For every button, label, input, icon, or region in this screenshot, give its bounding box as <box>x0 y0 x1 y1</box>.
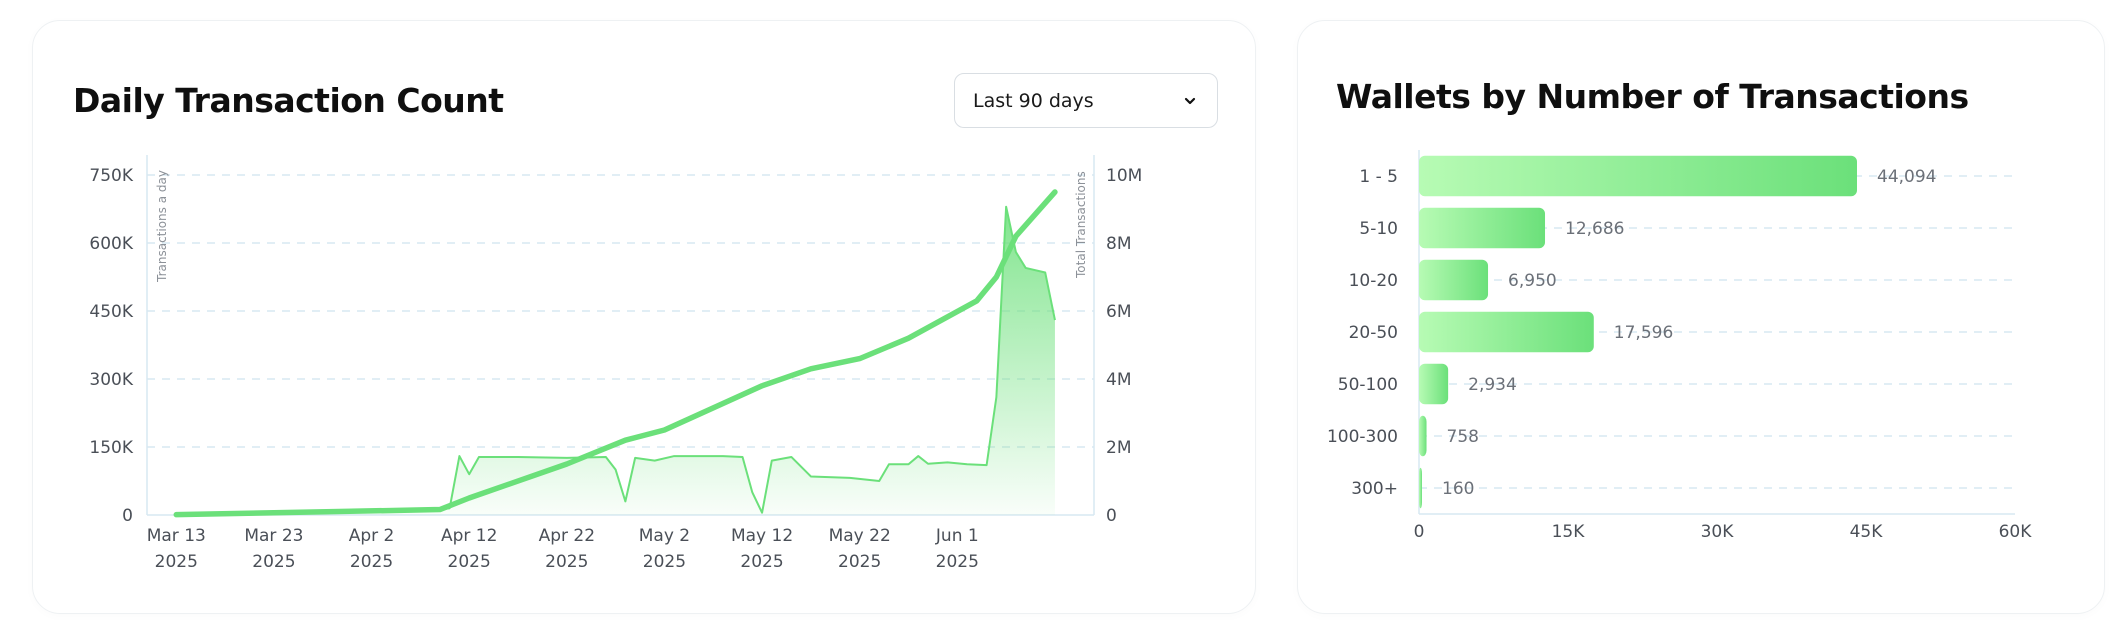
x-tick-label: 15K <box>1552 522 1586 542</box>
date-range-value: Last 90 days <box>973 89 1094 112</box>
x-tick-year: 2025 <box>936 552 979 572</box>
y-right-tick-label: 8M <box>1106 234 1131 254</box>
x-tick-label: May 2 <box>639 526 690 546</box>
y-left-tick-label: 0 <box>122 506 133 526</box>
total-transactions-line <box>173 189 1058 518</box>
y-left-tick-label: 150K <box>89 438 133 458</box>
bar-value-label: 6,950 <box>1508 271 1557 291</box>
daily-transactions-line <box>176 205 1056 515</box>
x-tick-year: 2025 <box>448 552 491 572</box>
x-tick-year: 2025 <box>740 552 783 572</box>
x-tick-label: 60K <box>1999 522 2033 542</box>
x-tick-label: 45K <box>1850 522 1884 542</box>
x-tick-label: Apr 12 <box>441 526 497 546</box>
x-tick-year: 2025 <box>643 552 686 572</box>
y-left-tick-label: 600K <box>89 234 133 254</box>
x-tick-label: Apr 22 <box>539 526 595 546</box>
bar <box>1419 311 1594 353</box>
x-tick-year: 2025 <box>155 552 198 572</box>
x-tick-year: 2025 <box>350 552 393 572</box>
bar-value-label: 160 <box>1442 479 1474 499</box>
y-right-axis-label: Total Transactions <box>1074 171 1088 279</box>
daily-transactions-area <box>176 206 1055 515</box>
x-tick-year: 2025 <box>838 552 881 572</box>
x-tick-year: 2025 <box>545 552 588 572</box>
bar <box>1419 259 1489 301</box>
bar <box>1419 155 1858 197</box>
x-tick-label: 30K <box>1701 522 1735 542</box>
card-title: Daily Transaction Count <box>73 81 504 120</box>
bar-value-label: 758 <box>1447 427 1479 447</box>
bar <box>1419 363 1449 405</box>
category-label: 5-10 <box>1359 219 1398 239</box>
chevron-down-icon <box>1184 97 1196 104</box>
bar-value-label: 17,596 <box>1614 323 1673 343</box>
y-right-tick-label: 0 <box>1106 506 1117 526</box>
y-right-tick-label: 6M <box>1106 302 1131 322</box>
bar <box>1419 207 1546 249</box>
bar-value-label: 44,094 <box>1877 167 1936 187</box>
bar-value-label: 2,934 <box>1468 375 1517 395</box>
y-left-tick-label: 300K <box>89 370 133 390</box>
x-tick-label: May 12 <box>731 526 793 546</box>
x-tick-label: May 22 <box>829 526 891 546</box>
y-right-tick-label: 4M <box>1106 370 1131 390</box>
category-label: 300+ <box>1351 479 1398 499</box>
y-left-axis-label: Transactions a day <box>155 170 169 283</box>
category-label: 50-100 <box>1338 375 1398 395</box>
y-left-tick-label: 750K <box>89 166 133 186</box>
x-tick-label: Apr 2 <box>349 526 395 546</box>
category-label: 1 - 5 <box>1359 167 1398 187</box>
x-tick-label: Mar 23 <box>244 526 303 546</box>
category-label: 10-20 <box>1349 271 1398 291</box>
date-range-select[interactable]: Last 90 days <box>954 73 1218 128</box>
x-tick-label: Jun 1 <box>935 526 979 546</box>
category-label: 100-300 <box>1327 427 1398 447</box>
card-title: Wallets by Number of Transactions <box>1336 77 1969 116</box>
x-tick-label: Mar 13 <box>147 526 206 546</box>
y-left-tick-label: 450K <box>89 302 133 322</box>
bar-value-label: 12,686 <box>1565 219 1624 239</box>
y-right-tick-label: 2M <box>1106 438 1131 458</box>
x-tick-year: 2025 <box>252 552 295 572</box>
x-tick-label: 0 <box>1414 522 1425 542</box>
y-right-tick-label: 10M <box>1106 166 1142 186</box>
bar <box>1419 415 1427 457</box>
category-label: 20-50 <box>1349 323 1398 343</box>
bar <box>1419 467 1422 509</box>
